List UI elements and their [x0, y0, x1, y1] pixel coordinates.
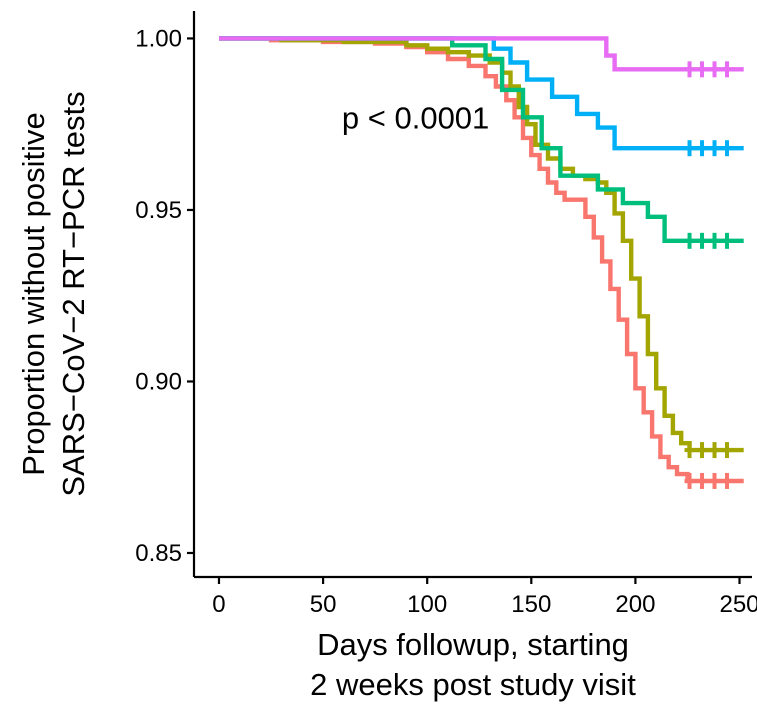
censor-mark	[684, 140, 695, 157]
y-tick-label: 1.00	[135, 25, 182, 52]
censor-mark	[709, 232, 720, 249]
y-tick-label: 0.85	[135, 540, 182, 567]
y-axis-title-line-1: Proportion without positive	[16, 112, 51, 476]
censor-mark	[722, 140, 733, 157]
censor-mark	[709, 442, 720, 459]
plot-series-group	[219, 36, 744, 489]
censor-mark	[697, 61, 708, 78]
x-tick-label: 100	[407, 591, 447, 618]
series-line-5	[219, 36, 744, 72]
y-tick-label: 0.95	[135, 197, 182, 224]
series-line-2	[219, 36, 744, 453]
censor-mark	[684, 442, 695, 459]
series-line-1	[219, 36, 744, 484]
censor-mark	[697, 472, 708, 489]
y-axis-title-line-2: SARS−CoV−2 RT−PCR tests	[56, 91, 91, 496]
censor-mark	[722, 61, 733, 78]
censor-mark	[722, 472, 733, 489]
censor-mark	[709, 472, 720, 489]
censor-mark	[684, 61, 695, 78]
series-line-4	[219, 36, 744, 151]
x-tick-label: 150	[511, 591, 551, 618]
censor-mark	[697, 442, 708, 459]
y-tick-label: 0.90	[135, 368, 182, 395]
censor-mark	[697, 232, 708, 249]
x-tick-label: 200	[615, 591, 655, 618]
censor-mark	[709, 61, 720, 78]
x-axis-title-line-1: Days followup, starting	[317, 627, 629, 662]
censor-mark	[684, 472, 695, 489]
x-tick-label: 50	[310, 591, 337, 618]
censor-mark	[684, 232, 695, 249]
axes-group: 0.85 0.90 0.95 1.00 0 50 100 150 200 250	[135, 11, 757, 618]
series-line-3	[219, 36, 744, 243]
p-value-annotation: p < 0.0001	[342, 100, 489, 135]
x-tick-label: 0	[212, 591, 225, 618]
censor-mark	[722, 232, 733, 249]
x-axis-title-line-2: 2 weeks post study visit	[310, 667, 636, 702]
x-tick-label: 250	[719, 591, 757, 618]
censor-mark	[709, 140, 720, 157]
censor-mark	[697, 140, 708, 157]
censor-mark	[722, 442, 733, 459]
